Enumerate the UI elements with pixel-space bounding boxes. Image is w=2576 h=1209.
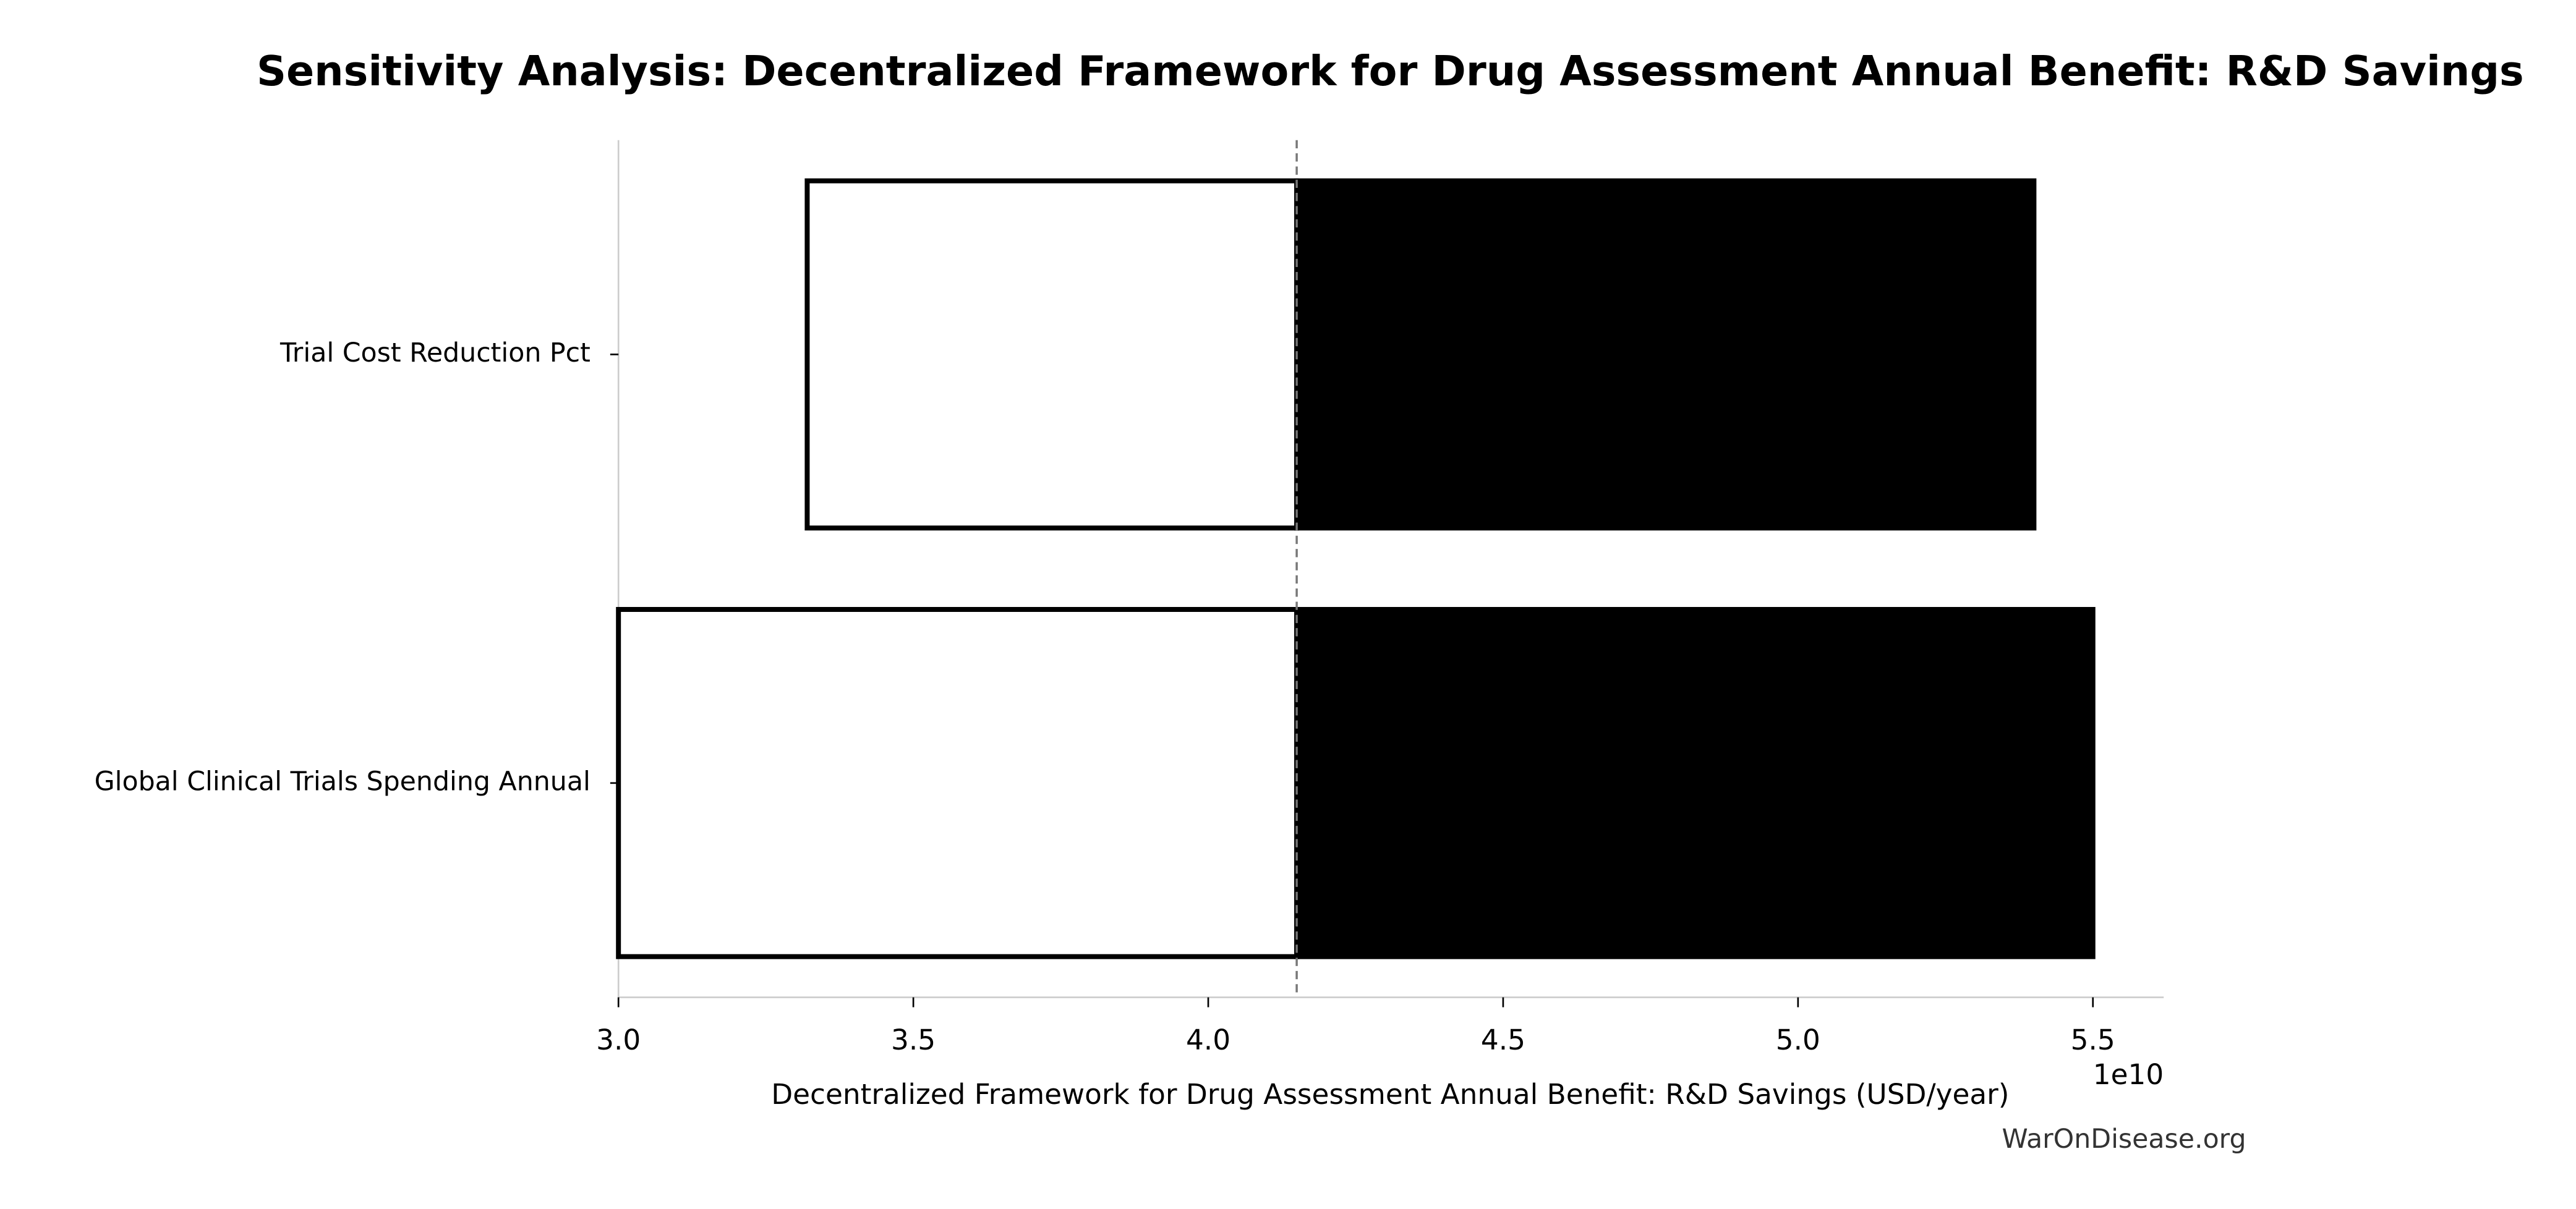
x-tick-label: 4.5 bbox=[1481, 1024, 1525, 1056]
bar bbox=[804, 178, 1300, 531]
x-offset-label: 1e10 bbox=[2093, 1058, 2164, 1091]
x-tick-label: 5.0 bbox=[1776, 1024, 1820, 1056]
x-tick-label: 3.5 bbox=[891, 1024, 936, 1056]
y-tick-label: Global Clinical Trials Spending Annual bbox=[95, 766, 591, 797]
bar bbox=[616, 607, 1300, 959]
bar bbox=[1294, 607, 2096, 959]
x-axis-label: Decentralized Framework for Drug Assessm… bbox=[771, 1078, 2009, 1111]
chart-title: Sensitivity Analysis: Decentralized Fram… bbox=[257, 47, 2524, 95]
x-tick-label: 4.0 bbox=[1186, 1024, 1230, 1056]
y-tick-label: Trial Cost Reduction Pct bbox=[279, 337, 591, 368]
bar bbox=[1294, 178, 2037, 531]
x-tick-label: 5.5 bbox=[2071, 1024, 2115, 1056]
x-tick-label: 3.0 bbox=[596, 1024, 641, 1056]
watermark: WarOnDisease.org bbox=[2002, 1124, 2246, 1155]
